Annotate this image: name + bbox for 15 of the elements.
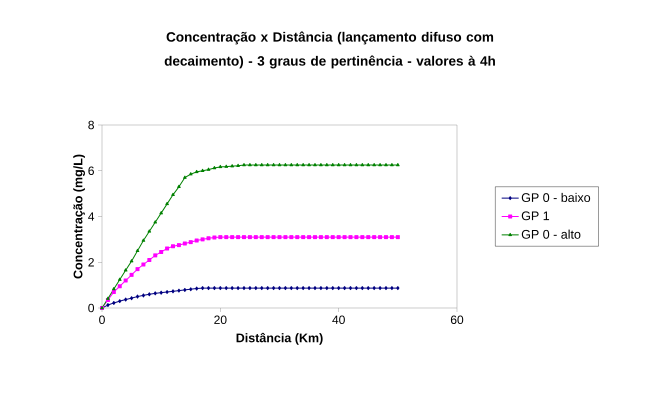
y-tick-label: 8 xyxy=(88,120,94,130)
x-axis-title: Distância (Km) xyxy=(236,332,323,345)
legend-label: GP 1 xyxy=(522,211,550,220)
x-tick-label: 60 xyxy=(450,316,464,324)
y-tick-label: 4 xyxy=(88,212,94,221)
x-tick-label: 0 xyxy=(99,316,105,324)
y-axis-title: Concentração (mg/L) xyxy=(73,154,85,278)
y-tick-label: 2 xyxy=(88,258,94,266)
y-tick-label: 6 xyxy=(88,166,94,176)
chart-title: Concentração x Distância (lançamento difuso com decaimento) - 3 graus de pertinência - valores à 4h xyxy=(164,32,495,68)
legend-label: GP 0 - alto xyxy=(522,230,580,239)
legend-label: GP 0 - baixo xyxy=(522,192,590,202)
y-tick-label: 0 xyxy=(88,304,94,312)
x-tick-label: 40 xyxy=(332,316,345,324)
x-tick-label: 20 xyxy=(214,316,227,324)
